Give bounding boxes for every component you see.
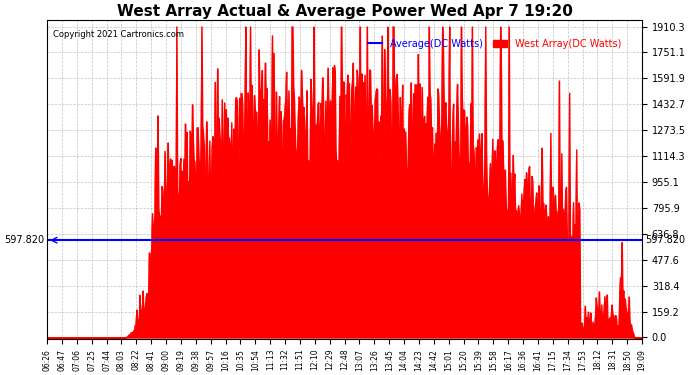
Title: West Array Actual & Average Power Wed Apr 7 19:20: West Array Actual & Average Power Wed Ap… xyxy=(117,4,573,19)
Text: Copyright 2021 Cartronics.com: Copyright 2021 Cartronics.com xyxy=(53,30,184,39)
Legend: Average(DC Watts), West Array(DC Watts): Average(DC Watts), West Array(DC Watts) xyxy=(364,35,625,52)
Text: 597.820: 597.820 xyxy=(4,235,44,245)
Text: 597.820: 597.820 xyxy=(645,235,685,245)
